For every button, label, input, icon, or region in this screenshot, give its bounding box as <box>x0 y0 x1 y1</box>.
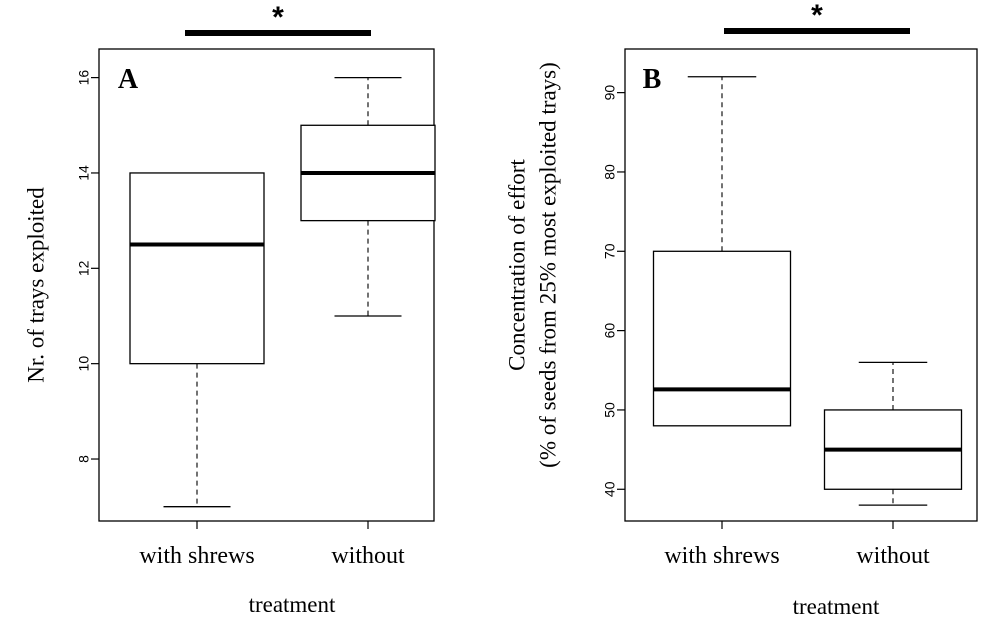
y-tick-label: 60 <box>602 323 618 339</box>
y-tick-label: 8 <box>76 455 92 463</box>
y-axis-label: Concentration of effort <box>504 159 529 371</box>
y-tick-label: 50 <box>602 402 618 418</box>
box-iqr <box>652 250 792 427</box>
x-tick-label: without <box>331 543 405 569</box>
x-tick-label: without <box>856 543 930 569</box>
panel-label: B <box>643 64 662 95</box>
significance-star: * <box>811 0 823 32</box>
panel-b: 40 50 60 70 80 90 with shrews without * B Concentr… <box>504 0 978 619</box>
y-axis-label-line2: (% of seeds from 25% most exploited tray… <box>535 62 560 468</box>
y-tick-label: 10 <box>76 356 92 372</box>
x-axis-label: treatment <box>249 592 336 617</box>
x-tick-label: with shrews <box>139 543 254 569</box>
significance-star: * <box>272 1 284 34</box>
plot-frame <box>624 48 978 522</box>
y-tick-label: 90 <box>602 85 618 101</box>
box-iqr <box>129 172 265 365</box>
y-tick-label: 40 <box>602 481 618 497</box>
y-tick-label: 16 <box>76 70 92 86</box>
plot-frame <box>98 48 435 522</box>
y-tick-label: 12 <box>76 260 92 276</box>
y-tick-label: 80 <box>602 164 618 180</box>
y-tick-label: 14 <box>76 165 92 181</box>
panel-a: 8 10 12 14 16 with shrews without * A Nr. of tray… <box>23 1 436 617</box>
x-tick-label: with shrews <box>664 543 779 569</box>
y-tick-label: 70 <box>602 243 618 259</box>
y-axis-label: Nr. of trays exploited <box>23 187 48 383</box>
panel-label: A <box>118 64 139 95</box>
x-axis-label: treatment <box>793 594 880 619</box>
